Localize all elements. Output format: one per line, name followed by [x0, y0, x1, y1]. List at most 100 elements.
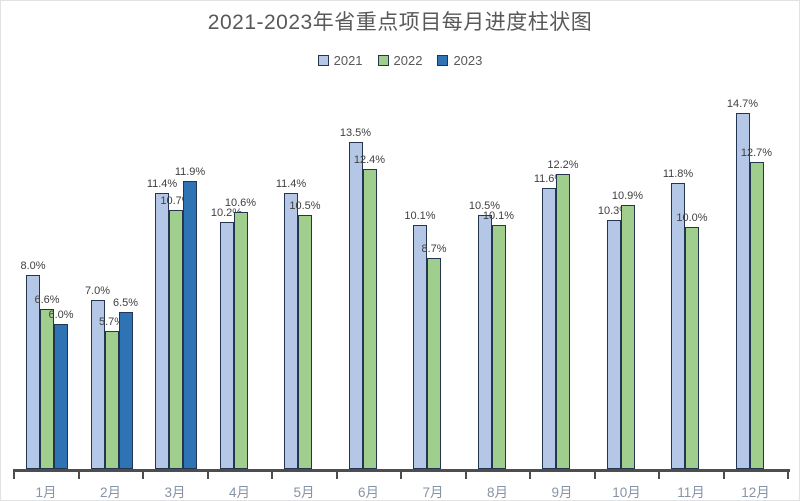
bar-value-label: 11.9% [174, 166, 206, 179]
bar-value-label: 13.5% [339, 127, 372, 140]
bar-2021-7月 [413, 224, 427, 469]
bar-2021-9月 [542, 188, 556, 469]
x-axis-label: 10月 [612, 485, 641, 500]
x-axis-label: 8月 [486, 485, 508, 500]
bar-value-label: 10.9% [611, 190, 644, 203]
bar-2022-10月 [620, 205, 635, 469]
x-axis-label: 3月 [164, 485, 186, 500]
x-axis-label: 6月 [357, 485, 379, 500]
bar-2022-9月 [556, 173, 570, 469]
bar-group: 10.2% 10.6% [208, 88, 272, 472]
bar-value-label: 11.4% [275, 178, 307, 191]
bar-group: 8.0% 6.6% 6.0% [14, 88, 78, 472]
bar-2022-3月 [169, 210, 183, 469]
tick-mark [787, 472, 789, 479]
tick-mark [722, 472, 725, 479]
bar-value-label: 6.6% [34, 294, 60, 307]
bar-value-label: 5.7% [98, 316, 125, 329]
bar-2021-5月 [284, 193, 298, 469]
tick-mark [142, 472, 144, 479]
tick-mark [271, 472, 273, 479]
bar-2021-12月 [735, 113, 750, 469]
x-axis-label: 4月 [228, 485, 250, 500]
bar-2021-11月 [671, 183, 685, 469]
x-axis-label: 12月 [741, 485, 770, 500]
bar-value-label: 6.5% [112, 296, 139, 309]
bar-group: 10.3% 10.9% [595, 88, 659, 472]
bar-value-label: 14.7% [726, 98, 759, 111]
bar-value-label: 10.0% [676, 212, 708, 224]
chart-title: 2021-2023年省重点项目每月进度柱状图 [207, 11, 593, 34]
bar-2021-1月 [26, 275, 40, 469]
bar-2021-8月 [477, 214, 492, 469]
bar-2022-6月 [362, 168, 377, 469]
bar-group: 11.8% 10.0% [659, 88, 723, 472]
bar-group: 10.1% 8.7% [401, 88, 465, 472]
x-axis-label: 11月 [677, 485, 705, 500]
bar-value-label: 11.4% [146, 178, 178, 191]
tick-mark [77, 472, 80, 479]
legend-swatch-icon [317, 55, 329, 66]
bar-value-label: 11.8% [662, 168, 694, 181]
bar-group: 11.6% 12.2% [530, 88, 594, 472]
bar-2022-11月 [685, 227, 699, 469]
x-axis-line [13, 469, 790, 472]
bar-value-label: 12.7% [740, 146, 773, 159]
bar-group: 13.5% 12.4% [337, 88, 401, 472]
bar-value-label: 12.2% [547, 158, 579, 171]
x-axis-label: 2月 [99, 485, 121, 500]
chart-legend: 2021 2022 2023 [1, 53, 799, 68]
bar-2021-2月 [90, 299, 105, 469]
tick-mark [206, 472, 209, 479]
legend-item-2023: 2023 [437, 53, 482, 68]
bar-2022-1月 [40, 309, 54, 469]
bar-value-label: 10.5% [289, 199, 321, 212]
bar-value-label: 7.0% [84, 284, 111, 297]
bar-group: 10.5% 10.1% [466, 88, 530, 472]
bar-value-label: 12.4% [353, 153, 386, 166]
tick-mark [658, 472, 660, 479]
bar-value-label: 8.0% [20, 260, 46, 273]
bar-value-label: 10.6% [224, 197, 257, 210]
legend-label: 2021 [333, 53, 363, 68]
bar-value-label: 6.0% [48, 308, 74, 321]
bar-2023-2月 [118, 311, 133, 469]
bar-group: 7.0% 5.7% 6.5% [79, 88, 143, 472]
bar-2022-12月 [749, 161, 764, 469]
tick-mark [464, 472, 467, 479]
tick-mark [529, 472, 531, 479]
bar-2022-4月 [233, 212, 248, 469]
bar-2023-3月 [183, 181, 197, 469]
bar-value-label: 10.5% [468, 199, 501, 212]
bar-2021-10月 [606, 219, 621, 469]
legend-swatch-icon [437, 55, 449, 66]
bar-group: 11.4% 10.7% 11.9% [143, 88, 207, 472]
x-axis-label: 5月 [293, 485, 315, 500]
legend-item-2021: 2021 [317, 53, 363, 68]
bar-2023-1月 [54, 323, 68, 469]
bar-2022-8月 [491, 224, 506, 469]
tick-mark [13, 472, 15, 479]
plot-area: 8.0% 6.6% 6.0% 1月 7.0% 5.7% 6.5% 2月 11.4% 10.7% 11… [13, 88, 790, 500]
bar-2022-7月 [427, 258, 441, 469]
bar-value-label: 10.1% [482, 209, 515, 222]
tick-mark [593, 472, 596, 479]
bar-2022-2月 [104, 331, 119, 469]
bar-value-label: 10.1% [404, 209, 436, 222]
legend-swatch-icon [377, 55, 389, 66]
bar-2021-4月 [219, 222, 234, 469]
bar-2022-5月 [298, 214, 312, 469]
legend-item-2022: 2022 [377, 53, 423, 68]
x-axis-label: 7月 [422, 485, 444, 500]
bar-2021-3月 [155, 193, 169, 469]
bar-group: 14.7% 12.7% [724, 88, 788, 472]
tick-mark [400, 472, 402, 479]
x-axis-label: 9月 [551, 485, 573, 500]
legend-label: 2023 [453, 53, 483, 68]
tick-mark [335, 472, 338, 479]
bar-value-label: 8.7% [421, 243, 447, 256]
legend-label: 2022 [393, 53, 423, 68]
bar-2021-6月 [348, 142, 363, 469]
bar-group: 11.4% 10.5% [272, 88, 336, 472]
